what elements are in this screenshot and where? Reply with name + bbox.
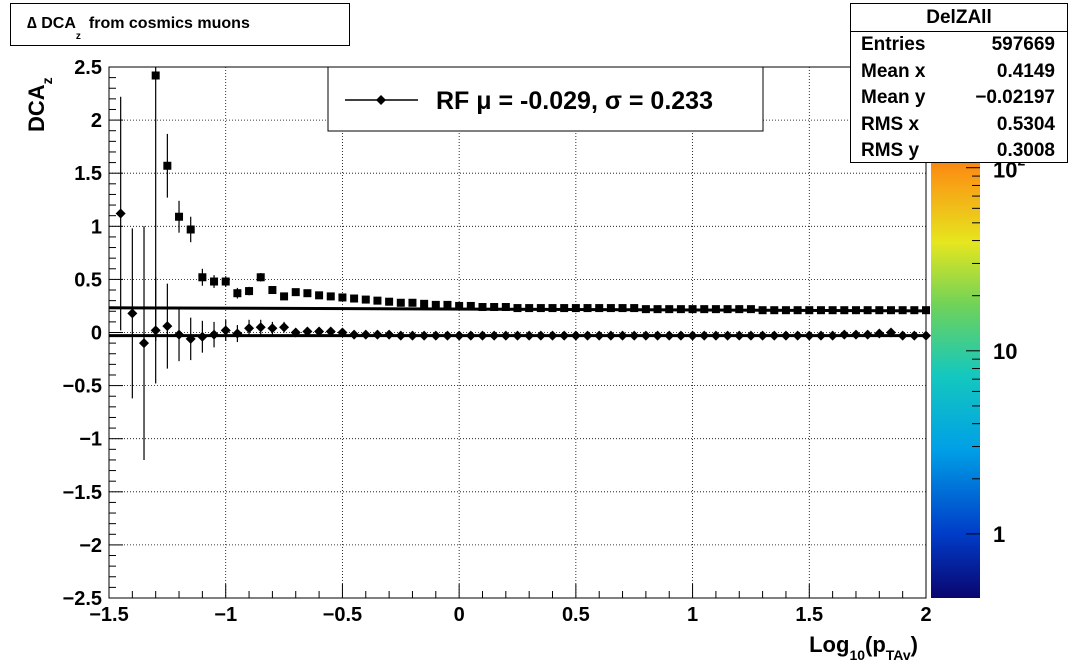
title-subscript: z [75,31,81,43]
title-prefix: ∆ DCA [27,15,76,32]
chart-title: ∆ DCAz from cosmics muons [27,15,250,42]
title-suffix: from cosmics muons [88,15,250,32]
title-box: ∆ DCAz from cosmics muons [10,3,350,46]
